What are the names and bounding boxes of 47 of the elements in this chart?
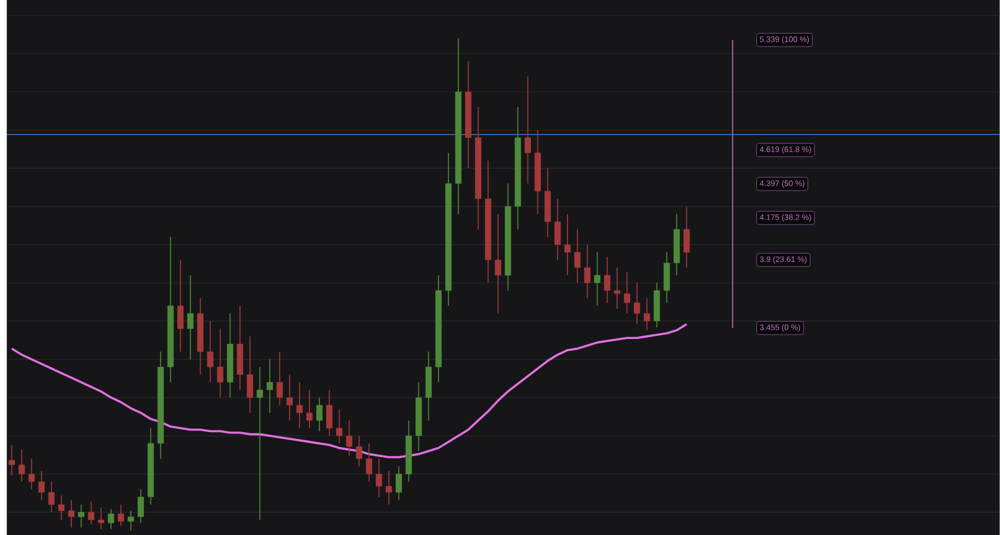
candlestick bbox=[286, 374, 293, 421]
candlestick bbox=[574, 228, 581, 284]
candlestick bbox=[376, 458, 382, 498]
candlestick bbox=[624, 272, 630, 314]
candlestick bbox=[246, 336, 254, 414]
candlestick bbox=[217, 328, 224, 398]
candlestick bbox=[88, 500, 94, 525]
candlestick bbox=[366, 442, 372, 482]
candlestick bbox=[604, 256, 610, 304]
candlestick bbox=[554, 198, 561, 260]
candlestick bbox=[644, 298, 650, 331]
candlestick bbox=[634, 282, 640, 325]
candlestick bbox=[524, 76, 531, 184]
candlestick bbox=[336, 409, 342, 444]
candlestick bbox=[316, 396, 323, 432]
candlestick bbox=[396, 466, 402, 500]
candlestick bbox=[78, 504, 84, 528]
candlestick bbox=[256, 366, 263, 520]
candlestick bbox=[187, 274, 194, 360]
candlestick bbox=[594, 252, 600, 306]
candlestick bbox=[326, 389, 332, 436]
candlestick bbox=[28, 458, 35, 490]
candlestick bbox=[494, 213, 502, 314]
candlestick bbox=[38, 470, 45, 500]
candlestick bbox=[614, 267, 620, 310]
candlestick bbox=[18, 448, 25, 482]
candlestick bbox=[68, 499, 74, 528]
candlestick bbox=[48, 481, 55, 513]
candlestick bbox=[386, 470, 392, 505]
candlestick bbox=[276, 351, 283, 406]
candlestick bbox=[564, 213, 571, 276]
candlestick bbox=[356, 435, 362, 467]
candlestick bbox=[346, 420, 352, 456]
candlestick bbox=[138, 488, 144, 524]
candlestick bbox=[683, 206, 690, 268]
candlestick bbox=[108, 508, 114, 530]
candlestick bbox=[584, 244, 590, 299]
candlestick bbox=[128, 510, 134, 531]
candlestick bbox=[8, 444, 15, 476]
candlestick bbox=[118, 504, 124, 526]
candlestick bbox=[306, 389, 313, 429]
candlestick bbox=[266, 358, 273, 414]
candlestick bbox=[296, 382, 303, 429]
candlestick bbox=[98, 507, 104, 530]
candlestick bbox=[207, 320, 214, 383]
candlestick bbox=[177, 259, 184, 352]
candlestick bbox=[58, 494, 65, 520]
